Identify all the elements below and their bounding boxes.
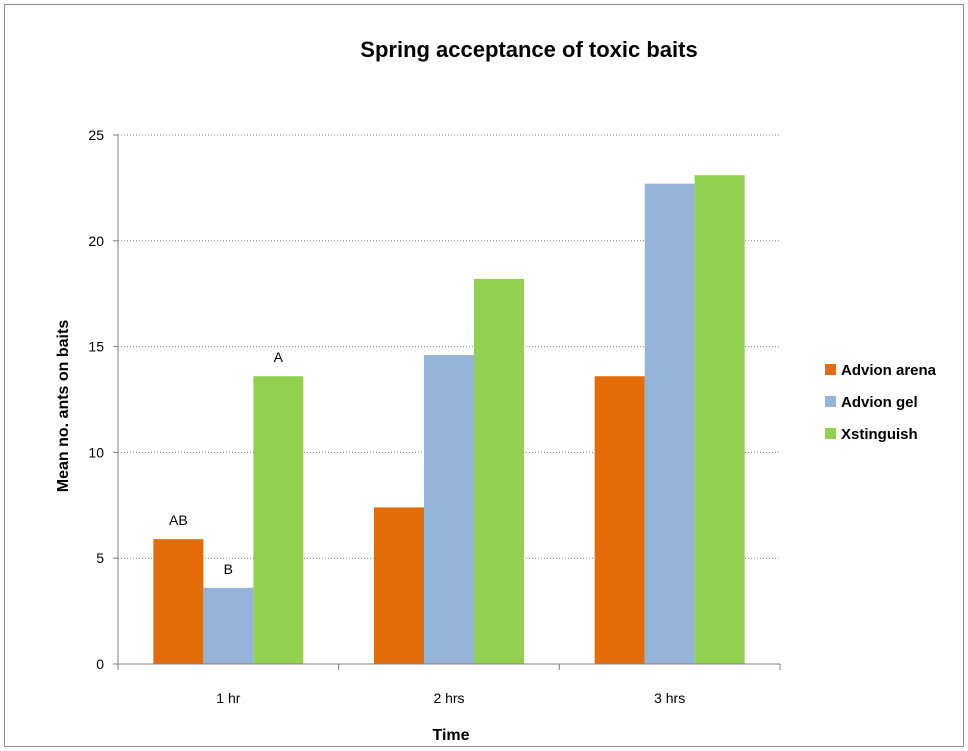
chart-title: Spring acceptance of toxic baits xyxy=(360,37,697,62)
bar-xstinguish xyxy=(253,376,304,664)
legend-swatch xyxy=(825,396,836,407)
y-axis-title: Mean no. ants on baits xyxy=(55,320,72,493)
bar-advion-arena xyxy=(153,539,204,664)
chart-frame: Spring acceptance of toxic baits Mean no… xyxy=(4,4,964,747)
x-tick-label: 1 hr xyxy=(216,690,240,706)
legend-label: Xstinguish xyxy=(841,426,918,443)
significance-label: AB xyxy=(169,512,188,528)
y-tick-label: 5 xyxy=(96,550,104,566)
tick-labels: 0 5 10 15 20 25 1 hr 2 hrs 3 hrs xyxy=(88,127,685,706)
bar-advion-gel xyxy=(424,355,474,664)
bar-chart: Spring acceptance of toxic baits Mean no… xyxy=(55,37,937,744)
bars xyxy=(153,175,745,665)
legend-label: Advion arena xyxy=(841,362,937,379)
x-tick-label: 3 hrs xyxy=(654,690,685,706)
y-tick-label: 20 xyxy=(88,233,104,249)
y-tick-label: 15 xyxy=(88,339,104,355)
x-axis-title: Time xyxy=(432,727,469,744)
legend-swatch xyxy=(825,428,836,439)
annotations: AB B A xyxy=(169,349,284,577)
y-tick-label: 25 xyxy=(88,127,104,143)
bar-xstinguish xyxy=(694,175,745,665)
legend-label: Advion gel xyxy=(841,394,918,411)
significance-label: A xyxy=(274,349,284,365)
bar-xstinguish xyxy=(474,278,524,664)
bar-advion-gel xyxy=(644,183,695,664)
y-tick-label: 0 xyxy=(96,656,104,672)
x-tick-label: 2 hrs xyxy=(433,690,464,706)
legend: Advion arena Advion gel Xstinguish xyxy=(825,362,937,443)
bar-advion-arena xyxy=(374,507,424,664)
significance-label: B xyxy=(224,561,233,577)
bar-advion-arena xyxy=(594,376,645,664)
bar-advion-gel xyxy=(203,587,254,664)
y-tick-label: 10 xyxy=(88,444,104,460)
axes xyxy=(113,134,781,670)
legend-swatch xyxy=(825,364,836,375)
